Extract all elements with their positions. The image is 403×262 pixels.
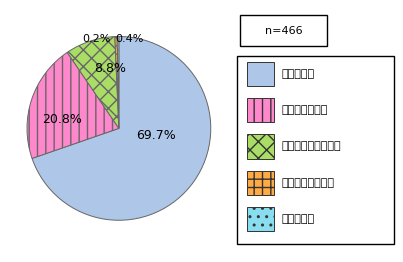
Text: 0.2%: 0.2% — [83, 34, 111, 44]
Text: 重要である: 重要である — [282, 69, 315, 79]
Bar — [240, 15, 327, 46]
Text: 69.7%: 69.7% — [136, 129, 176, 142]
Bar — [237, 56, 394, 244]
Text: どちらとも言えない: どちらとも言えない — [282, 141, 341, 151]
Text: 8.8%: 8.8% — [93, 62, 126, 75]
Bar — [247, 98, 274, 122]
Text: 20.8%: 20.8% — [42, 113, 82, 126]
Text: 重要でない: 重要でない — [282, 214, 315, 224]
Text: あまり重要でない: あまり重要でない — [282, 178, 335, 188]
Bar — [247, 207, 274, 231]
Wedge shape — [27, 52, 119, 159]
Bar — [247, 134, 274, 159]
Text: n=466: n=466 — [265, 26, 302, 36]
Bar — [247, 62, 274, 86]
Wedge shape — [67, 37, 119, 128]
Text: やや重要である: やや重要である — [282, 105, 328, 115]
Bar — [247, 171, 274, 195]
Wedge shape — [32, 36, 211, 220]
Wedge shape — [115, 36, 119, 128]
Wedge shape — [117, 36, 119, 128]
Text: 0.4%: 0.4% — [116, 34, 144, 44]
